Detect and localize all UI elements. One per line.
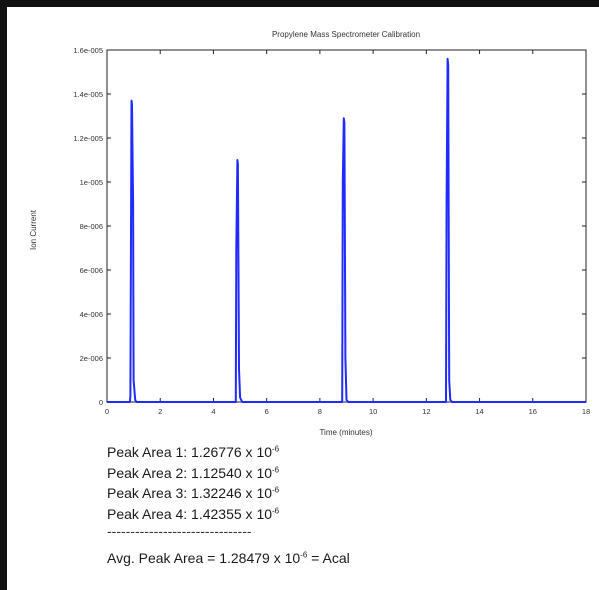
peak-area-1: Peak Area 1: 1.26776 x 10-6 — [107, 442, 350, 463]
x-tick-label: 4 — [211, 407, 215, 416]
x-tick-label: 8 — [318, 407, 322, 416]
average-peak-area-text: Avg. Peak Area = 1.28479 x 10 — [107, 549, 301, 566]
y-tick-label: 1.2e-005 — [73, 134, 103, 143]
average-peak-area-suffix: = Acal — [307, 549, 350, 566]
peak-area-3-exponent: -6 — [272, 485, 280, 495]
x-axis-label: Time (minutes) — [319, 428, 372, 437]
peak-area-1-text: Peak Area 1: 1.26776 x 10 — [107, 444, 273, 460]
peak-area-4-exponent: -6 — [272, 505, 280, 515]
peak-area-2-exponent: -6 — [272, 464, 280, 474]
y-tick-label: 0 — [99, 398, 103, 407]
divider-line: ------------------------------- — [107, 523, 252, 539]
peak-area-4-text: Peak Area 4: 1.42355 x 10 — [107, 505, 273, 522]
peak-area-notes: Peak Area 1: 1.26776 x 10-6 Peak Area 2:… — [107, 442, 350, 568]
x-tick-label: 14 — [475, 407, 483, 416]
peak-area-2: Peak Area 2: 1.12540 x 10-6 — [107, 463, 350, 484]
y-tick-label: 2e-006 — [80, 354, 103, 363]
series-line-1 — [107, 57, 586, 403]
plot-area: 0 2 4 6 8 10 12 14 16 18 0 2e-006 4e-006 6e-006 8e-006… — [73, 46, 590, 416]
x-tick-label: 12 — [422, 407, 430, 416]
calibration-chart: Propylene Mass Spectrometer Calibration … — [29, 30, 590, 437]
chart-title: Propylene Mass Spectrometer Calibration — [272, 30, 420, 39]
peak-area-1-exponent: -6 — [272, 444, 280, 454]
y-tick-label: 1.6e-005 — [73, 46, 103, 55]
y-tick-label: 8e-006 — [80, 222, 103, 231]
y-tick-label: 6e-006 — [80, 266, 103, 275]
peak-area-3: Peak Area 3: 1.32246 x 10-6 — [107, 483, 350, 504]
y-tick-label: 1e-005 — [80, 178, 103, 187]
peak-area-2-text: Peak Area 2: 1.12540 x 10 — [107, 464, 273, 481]
x-tick-label: 6 — [265, 407, 269, 416]
y-axis-label: Ion Current — [29, 209, 38, 250]
y-tick-label: 4e-006 — [80, 310, 103, 319]
y-tick-label: 1.4e-005 — [73, 90, 103, 99]
x-tick-label: 16 — [529, 407, 537, 416]
average-peak-area-exponent: -6 — [300, 549, 308, 559]
peak-area-4: Peak Area 4: 1.42355 x 10-6 — [107, 504, 350, 525]
x-tick-label: 0 — [105, 407, 109, 416]
peak-area-3-text: Peak Area 3: 1.32246 x 10 — [107, 485, 273, 501]
x-tick-label: 10 — [369, 407, 377, 416]
plot-border — [106, 49, 587, 403]
x-tick-label: 2 — [158, 407, 162, 416]
average-peak-area: Avg. Peak Area = 1.28479 x 10-6 = Acal — [107, 548, 350, 569]
x-tick-label: 18 — [582, 407, 590, 416]
